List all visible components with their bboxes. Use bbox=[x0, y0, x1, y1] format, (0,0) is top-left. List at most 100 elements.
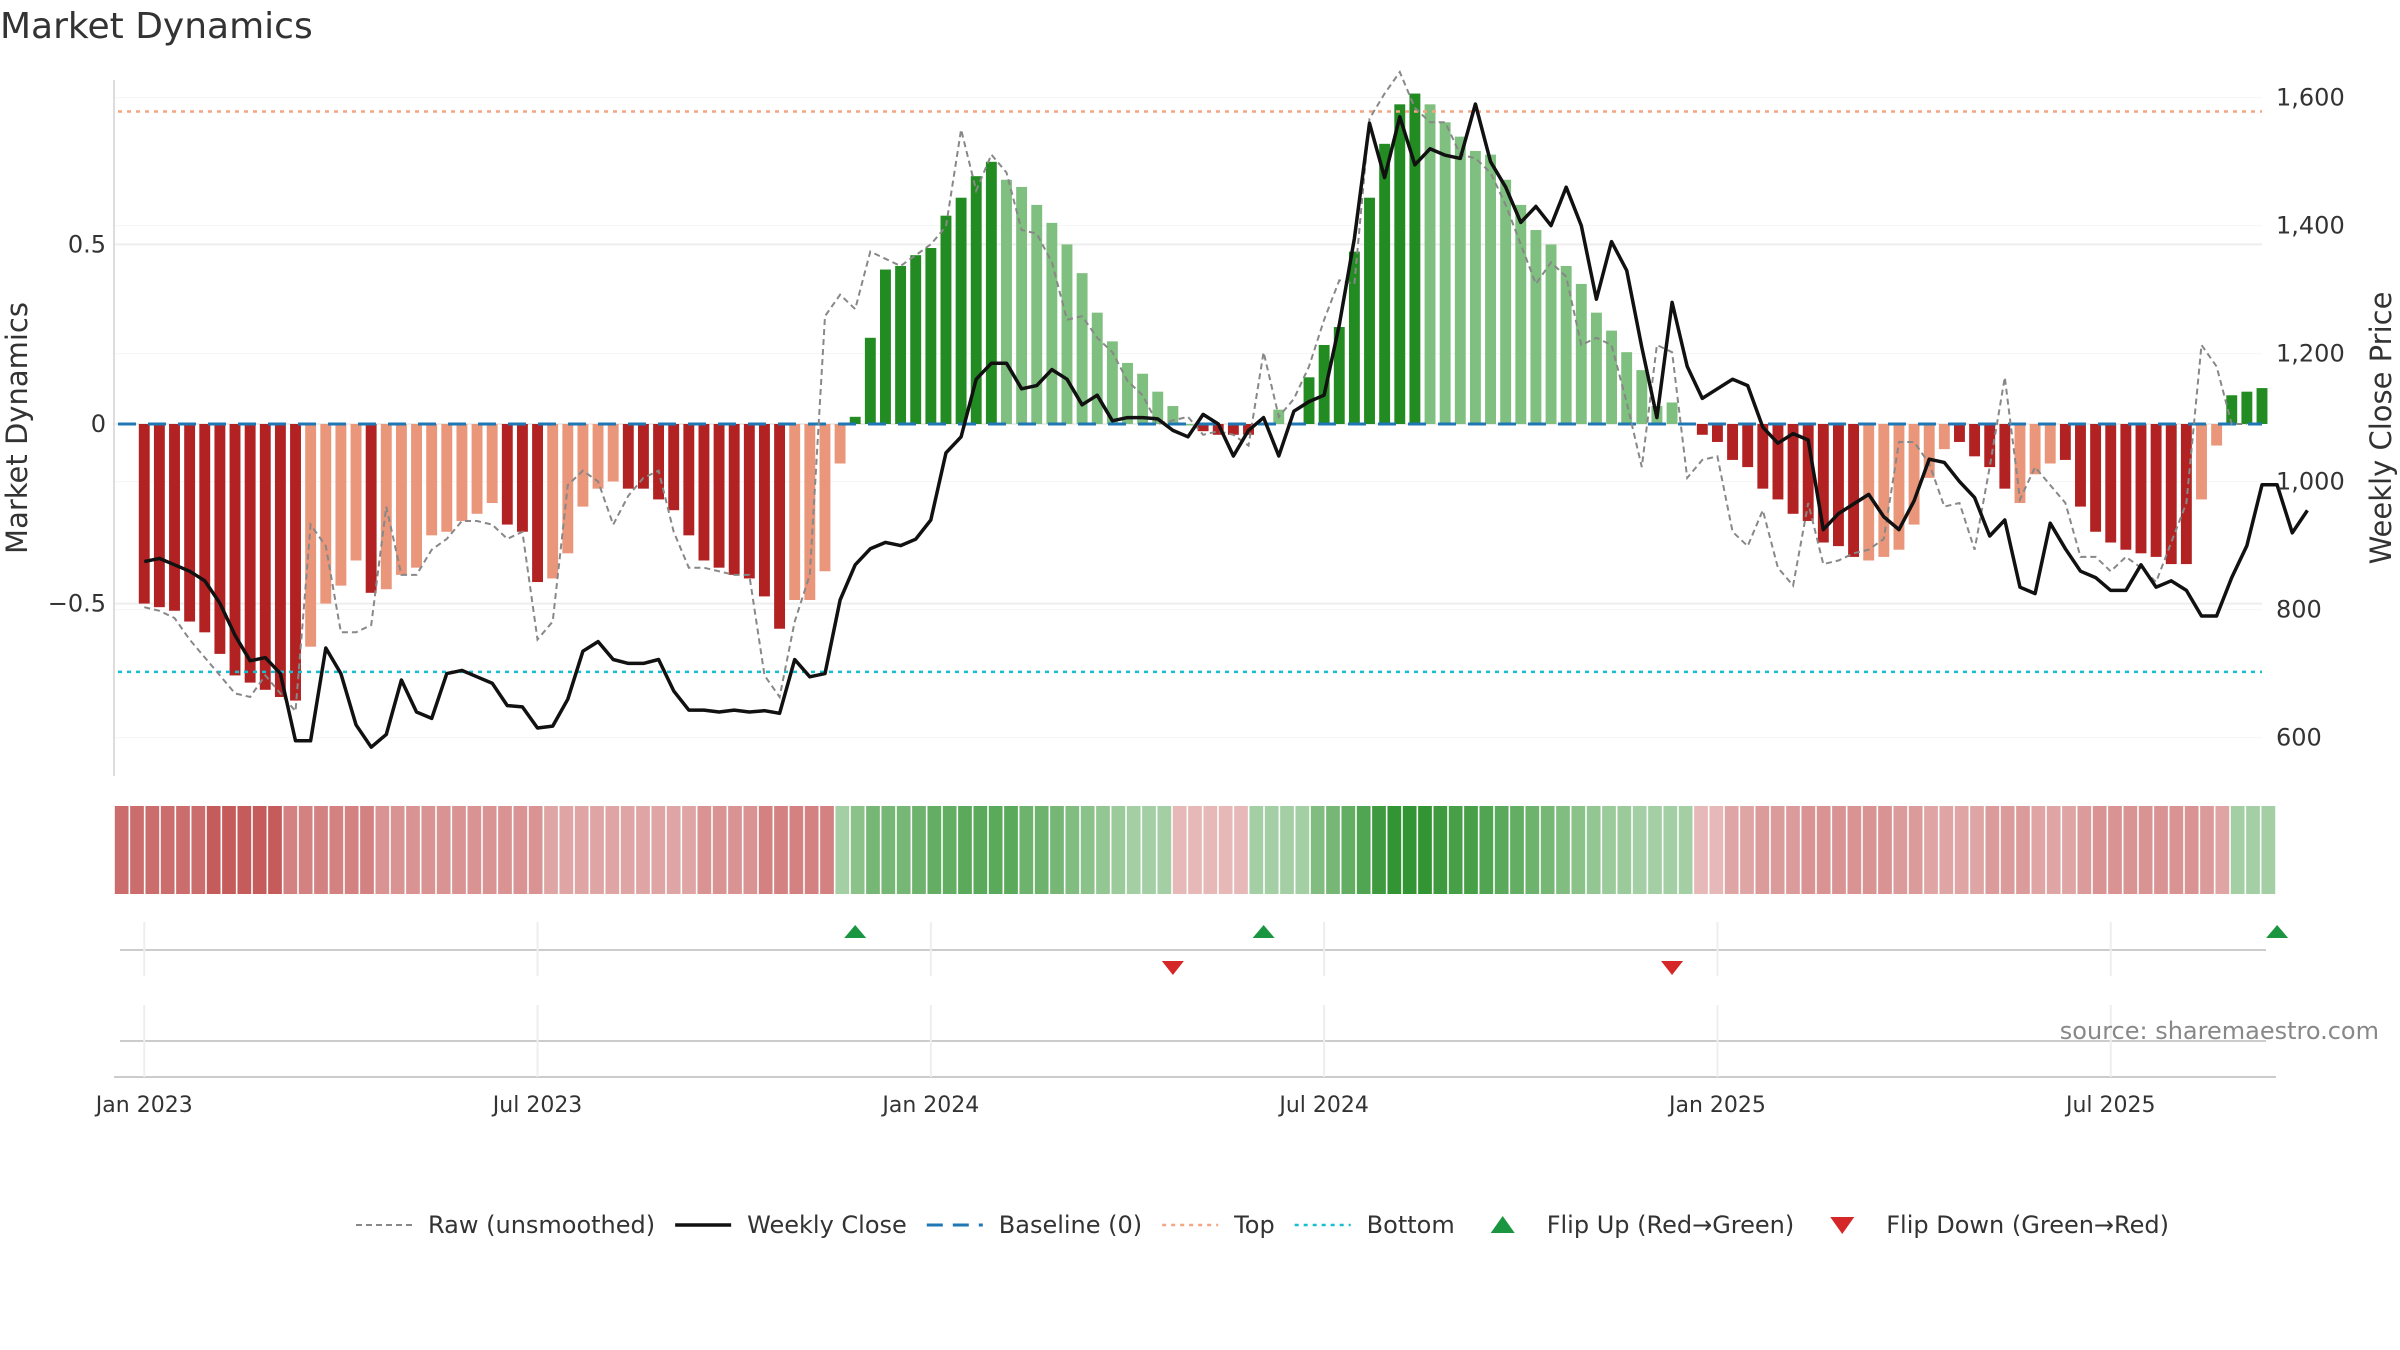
raw-line bbox=[144, 69, 2247, 714]
regime-cell bbox=[1234, 806, 1248, 894]
regime-cell bbox=[2031, 806, 2046, 894]
regime-cell bbox=[2123, 806, 2138, 894]
legend-item: Bottom bbox=[1294, 1211, 1455, 1239]
bar bbox=[244, 424, 256, 683]
bar bbox=[1802, 424, 1814, 521]
bar bbox=[1152, 391, 1164, 424]
regime-cell bbox=[1985, 806, 2000, 894]
regime-cell bbox=[850, 806, 865, 894]
bar bbox=[532, 424, 543, 583]
regime-cell bbox=[1770, 806, 1785, 894]
bar bbox=[335, 424, 347, 586]
bar bbox=[1530, 230, 1542, 424]
regime-cell bbox=[1801, 806, 1816, 894]
bar bbox=[1590, 312, 1602, 424]
bar bbox=[1333, 327, 1345, 424]
legend-label: Bottom bbox=[1367, 1211, 1455, 1239]
regime-cell bbox=[1571, 806, 1586, 894]
regime-cell bbox=[1602, 806, 1616, 894]
source-label: source: sharemaestro.com bbox=[2060, 1017, 2379, 1045]
regime-cell bbox=[176, 806, 190, 894]
regime-cell bbox=[1065, 806, 1080, 894]
bar bbox=[864, 337, 876, 424]
bar bbox=[229, 424, 241, 676]
legend-label: Baseline (0) bbox=[999, 1211, 1142, 1239]
bar bbox=[1500, 179, 1512, 424]
bar bbox=[2059, 424, 2071, 460]
chart-title: Market Dynamics bbox=[0, 6, 313, 47]
bar bbox=[1182, 424, 1194, 426]
legend-item: Baseline (0) bbox=[926, 1211, 1142, 1239]
y-axis-right-title: Weekly Close Price bbox=[2364, 292, 2398, 565]
regime-cell bbox=[130, 806, 144, 894]
x-tick-label: Jul 2025 bbox=[2064, 1093, 2156, 1118]
regime-cell bbox=[390, 806, 405, 894]
bar bbox=[668, 424, 680, 511]
regime-cell bbox=[2184, 806, 2199, 894]
bar bbox=[1727, 424, 1739, 460]
regime-cell bbox=[1586, 806, 1601, 894]
regime-cell bbox=[1387, 806, 1402, 894]
bar bbox=[1969, 424, 1981, 457]
legend-item: Flip Up (Red→Green) bbox=[1490, 1211, 1794, 1239]
regime-cell bbox=[2169, 806, 2184, 894]
regime-cell bbox=[513, 806, 528, 894]
bar bbox=[1696, 424, 1708, 435]
regime-cell bbox=[528, 806, 543, 894]
regime-cell bbox=[942, 806, 957, 894]
legend-label: Top bbox=[1233, 1211, 1275, 1239]
bar bbox=[1863, 424, 1875, 561]
regime-cell bbox=[2154, 806, 2168, 894]
regime-cell bbox=[283, 806, 298, 894]
regime-cell bbox=[958, 806, 972, 894]
bar bbox=[880, 269, 891, 424]
regime-cell bbox=[2215, 806, 2230, 894]
bar bbox=[1984, 424, 1996, 468]
bar bbox=[1016, 186, 1028, 424]
bar bbox=[1711, 424, 1723, 442]
bar bbox=[1091, 312, 1103, 424]
bar bbox=[728, 424, 740, 575]
regime-cell bbox=[1218, 806, 1233, 894]
regime-cell bbox=[544, 806, 558, 894]
bar bbox=[1122, 362, 1133, 424]
regime-cell bbox=[1740, 806, 1754, 894]
regime-cell bbox=[314, 806, 328, 894]
bar bbox=[895, 265, 907, 424]
regime-cell bbox=[1709, 806, 1724, 894]
bar bbox=[1757, 424, 1769, 489]
regime-cell bbox=[298, 806, 313, 894]
regime-cell bbox=[1648, 806, 1662, 894]
regime-cell bbox=[191, 806, 206, 894]
regime-cell bbox=[1970, 806, 1984, 894]
bar bbox=[1454, 136, 1466, 424]
legend: Raw (unsmoothed) Weekly Close Baseline (0)… bbox=[356, 1211, 2169, 1239]
bar bbox=[1636, 370, 1648, 424]
legend-label: Flip Down (Green→Red) bbox=[1886, 1211, 2169, 1239]
regime-cell bbox=[1157, 806, 1172, 894]
x-tick-label: Jul 2023 bbox=[491, 1093, 583, 1118]
regime-cell bbox=[344, 806, 359, 894]
regime-cell bbox=[1510, 806, 1524, 894]
bar bbox=[547, 424, 559, 579]
bar bbox=[1817, 424, 1829, 543]
regime-cell bbox=[988, 806, 1003, 894]
bar bbox=[138, 424, 150, 604]
regime-cell bbox=[651, 806, 666, 894]
regime-cell bbox=[1356, 806, 1371, 894]
regime-cell bbox=[1862, 806, 1877, 894]
bar bbox=[713, 424, 725, 568]
regime-cell bbox=[2108, 806, 2122, 894]
bar bbox=[1772, 424, 1784, 500]
bar bbox=[516, 424, 528, 532]
regime-cell bbox=[1203, 806, 1218, 894]
bar bbox=[1394, 104, 1406, 424]
bar bbox=[819, 424, 831, 572]
regime-cell bbox=[268, 806, 282, 894]
regime-cell bbox=[1448, 806, 1463, 894]
bar bbox=[1046, 222, 1058, 424]
regime-cell bbox=[1893, 806, 1908, 894]
bar bbox=[169, 424, 180, 611]
bar bbox=[1833, 424, 1844, 547]
